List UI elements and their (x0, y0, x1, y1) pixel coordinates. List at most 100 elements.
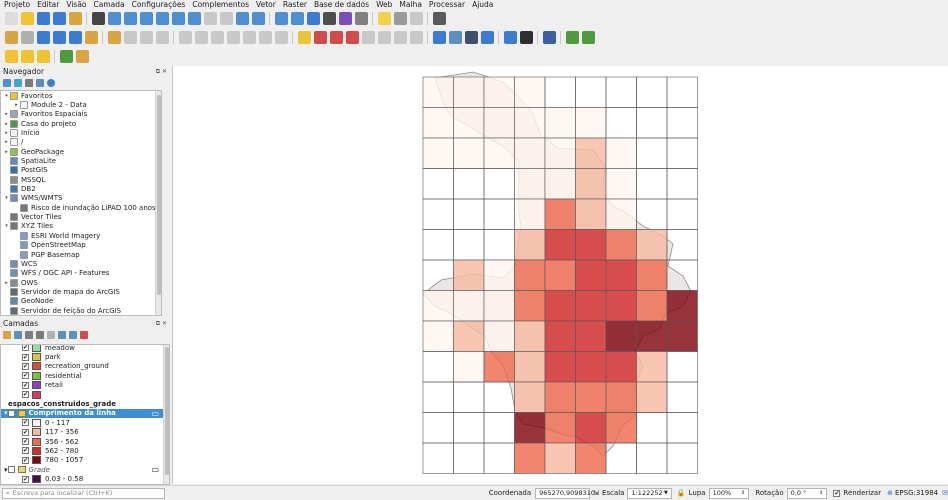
grid-cell[interactable] (605, 381, 637, 413)
visibility-checkbox[interactable]: ✔ (22, 447, 29, 455)
grid-cell[interactable] (453, 412, 485, 444)
grid-cell[interactable] (544, 320, 576, 352)
grid-cell[interactable] (636, 107, 668, 139)
collapse-icon[interactable] (69, 331, 77, 339)
lock-icon[interactable]: 🔒 (676, 489, 686, 497)
grid-cell[interactable] (605, 351, 637, 383)
legend-class-item[interactable]: ✔ park (1, 352, 169, 362)
menu-item[interactable]: Complementos (192, 0, 250, 9)
toolbar-button-icon[interactable] (409, 11, 423, 25)
menu-item[interactable]: Web (376, 0, 393, 9)
grid-cell[interactable] (514, 320, 546, 352)
grid-cell[interactable] (605, 198, 637, 230)
grid-cell[interactable] (514, 412, 546, 444)
grid-cell[interactable] (514, 168, 546, 200)
grid-cell[interactable] (483, 290, 515, 322)
visibility-checkbox[interactable]: ✔ (22, 362, 29, 370)
toolbar-button-icon[interactable] (354, 11, 368, 25)
toolbar-button-icon[interactable] (4, 30, 18, 44)
grid-cell[interactable] (636, 412, 668, 444)
grid-cell[interactable] (483, 76, 515, 108)
grid-cell[interactable] (636, 168, 668, 200)
toolbar-button-icon[interactable] (409, 30, 423, 44)
grid-cell[interactable] (605, 168, 637, 200)
toolbar-button-icon[interactable] (306, 11, 320, 25)
toolbar-button-icon[interactable] (52, 30, 66, 44)
grid-cell[interactable] (514, 229, 546, 261)
visibility-checkbox[interactable]: ✔ (7, 409, 15, 417)
toolbar-button-icon[interactable] (480, 30, 494, 44)
browser-item[interactable]: GeoNode (1, 297, 161, 306)
toolbar-button-icon[interactable] (219, 11, 233, 25)
toolbar-button-icon[interactable] (274, 11, 288, 25)
toolbar-button-icon[interactable] (329, 30, 343, 44)
grid-cell[interactable] (453, 290, 485, 322)
visibility-checkbox[interactable]: ✔ (22, 391, 29, 399)
grid-cell[interactable] (666, 76, 698, 108)
grid-cell[interactable] (483, 381, 515, 413)
toolbar-button-icon[interactable] (139, 30, 153, 44)
grid-cell[interactable] (575, 412, 607, 444)
grid-cell[interactable] (483, 137, 515, 169)
visibility-checkbox[interactable]: ✔ (22, 428, 29, 436)
expand-arrow-icon[interactable]: ▸ (5, 130, 8, 137)
grid-cell[interactable] (422, 107, 454, 139)
grid-cell[interactable] (453, 442, 485, 474)
add-icon[interactable] (3, 79, 11, 87)
toolbar-button-icon[interactable] (178, 30, 192, 44)
visibility-checkbox[interactable]: ✔ (22, 372, 29, 380)
grid-cell[interactable] (666, 320, 698, 352)
grid-cell[interactable] (453, 137, 485, 169)
browser-item[interactable]: Servidor de mapa do ArcGIS (1, 287, 161, 296)
map-canvas[interactable] (172, 66, 948, 484)
menu-item[interactable]: Camada (93, 0, 125, 9)
browser-item[interactable]: ▸ Início (1, 128, 161, 138)
expand-arrow-icon[interactable]: ▸ (5, 148, 8, 155)
legend-class-item[interactable]: ✔ 0 - 117 (1, 418, 169, 427)
legend-class-item[interactable]: ✔ (1, 390, 169, 399)
grid-cell[interactable] (636, 381, 668, 413)
toolbar-button-icon[interactable] (432, 30, 446, 44)
toolbar-button-icon[interactable] (59, 49, 73, 63)
grid-cell[interactable] (636, 229, 668, 261)
grid-cell[interactable] (605, 137, 637, 169)
grid-cell[interactable] (605, 290, 637, 322)
browser-item[interactable]: OpenStreetMap (1, 241, 161, 250)
grid-cell[interactable] (636, 137, 668, 169)
grid-cell[interactable] (453, 198, 485, 230)
toolbar-button-icon[interactable] (20, 30, 34, 44)
zoom-field[interactable]: 100% ⇕ (708, 487, 750, 499)
toolbar-button-icon[interactable] (503, 30, 517, 44)
collapse-icon[interactable] (36, 79, 44, 87)
toolbar-button-icon[interactable] (123, 11, 137, 25)
toolbar-button-icon[interactable] (542, 30, 556, 44)
toolbar-button-icon[interactable] (242, 30, 256, 44)
grid-cell[interactable] (514, 290, 546, 322)
browser-item[interactable]: ▾ Favoritos (1, 91, 161, 100)
toolbar-button-icon[interactable] (313, 30, 327, 44)
toolbar-button-icon[interactable] (155, 11, 169, 25)
toolbar-button-icon[interactable] (290, 11, 304, 25)
grid-cell[interactable] (666, 137, 698, 169)
grid-cell[interactable] (575, 137, 607, 169)
grid-cell[interactable] (575, 442, 607, 474)
grid-cell[interactable] (422, 351, 454, 383)
legend-class-item[interactable]: ✔ 117 - 356 (1, 428, 169, 437)
browser-item[interactable]: ▸ / (1, 138, 161, 147)
toolbar-button-icon[interactable] (123, 30, 137, 44)
toolbar-button-icon[interactable] (210, 30, 224, 44)
crs-icon[interactable]: ⊕ (887, 489, 893, 497)
rotation-field[interactable]: 0,0 ° ⇕ (786, 487, 828, 499)
visibility-checkbox[interactable] (7, 466, 15, 474)
grid-cell[interactable] (605, 412, 637, 444)
browser-item[interactable]: WCS (1, 259, 161, 268)
grid-cell[interactable] (544, 259, 576, 291)
menu-item[interactable]: Visão (66, 0, 87, 9)
grid-cell[interactable] (544, 290, 576, 322)
scale-field[interactable]: 1:122252 ▼ (627, 487, 672, 499)
grid-cell[interactable] (575, 320, 607, 352)
menu-item[interactable]: Configurações (131, 0, 186, 9)
grid-cell[interactable] (422, 76, 454, 108)
toolbar-button-icon[interactable] (68, 11, 82, 25)
visibility-icon[interactable] (25, 331, 33, 339)
